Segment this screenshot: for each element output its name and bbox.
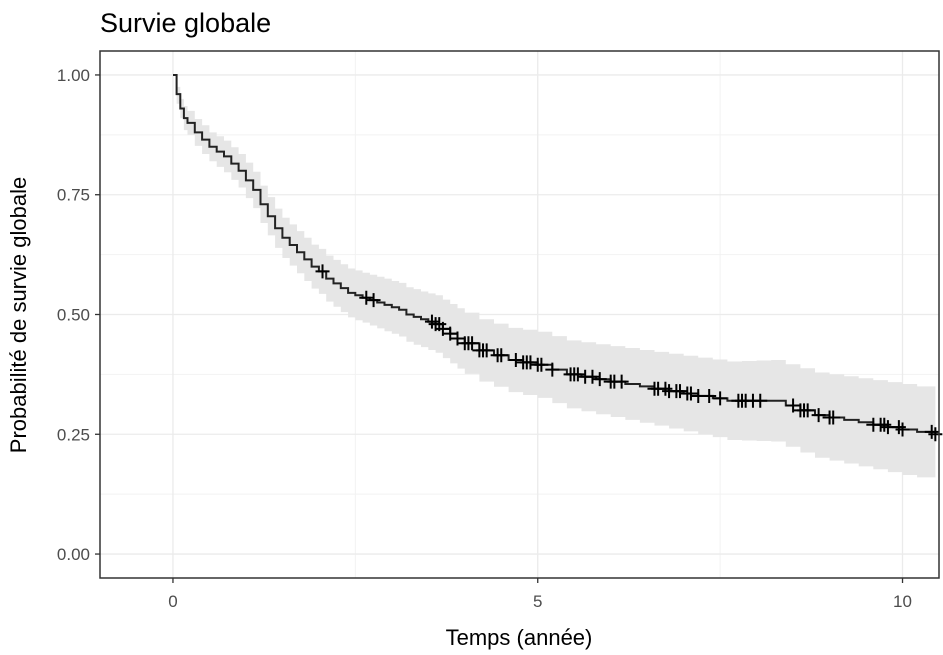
censor-mark: [702, 388, 717, 403]
confidence-band: [173, 75, 936, 481]
x-tick-label: 0: [168, 592, 177, 611]
censor-mark: [658, 381, 673, 396]
censor-mark: [359, 290, 374, 305]
censor-mark: [877, 417, 892, 432]
censor-mark: [494, 348, 509, 363]
censor-mark: [479, 343, 494, 358]
censor-mark: [366, 293, 381, 308]
y-axis: 0.00 0.25 0.50 0.75 1.00: [57, 66, 100, 564]
y-tick-label: 0.00: [57, 545, 90, 564]
censor-mark: [523, 355, 538, 370]
chart-title: Survie globale: [100, 8, 271, 38]
censor-marks: [315, 264, 943, 442]
censor-mark: [443, 326, 458, 341]
censor-mark: [465, 336, 480, 351]
y-tick-label: 0.50: [57, 306, 90, 325]
grid-lines: [100, 51, 939, 578]
y-axis-label: Probabilité de survie globale: [6, 177, 31, 453]
confidence-band-layer: [173, 75, 936, 481]
censor-mark: [614, 374, 629, 389]
censor-mark: [534, 357, 549, 372]
censor-mark: [450, 331, 465, 346]
censor-mark: [424, 314, 439, 329]
censor-mark: [811, 408, 826, 423]
censor-mark: [683, 386, 698, 401]
censor-mark: [435, 321, 450, 336]
censor-mark: [545, 362, 560, 377]
x-axis: 0 5 10: [168, 578, 912, 611]
y-tick-label: 0.75: [57, 186, 90, 205]
censor-mark: [753, 393, 768, 408]
censor-mark: [891, 420, 906, 435]
y-tick-label: 0.25: [57, 425, 90, 444]
y-tick-label: 1.00: [57, 66, 90, 85]
censor-mark: [713, 391, 728, 406]
censor-mark: [585, 369, 600, 384]
censor-mark: [800, 403, 815, 418]
censor-mark: [592, 372, 607, 387]
censor-mark: [826, 410, 841, 425]
censor-mark: [673, 384, 688, 399]
censor-mark: [508, 353, 523, 368]
x-axis-label: Temps (année): [446, 625, 593, 650]
censor-mark: [315, 264, 330, 279]
censor-mark: [928, 427, 943, 442]
censor-mark: [786, 398, 801, 413]
censor-mark: [570, 367, 585, 382]
x-tick-label: 5: [533, 592, 542, 611]
censor-mark: [924, 424, 939, 439]
x-tick-label: 10: [893, 592, 912, 611]
censor-mark: [895, 422, 910, 437]
